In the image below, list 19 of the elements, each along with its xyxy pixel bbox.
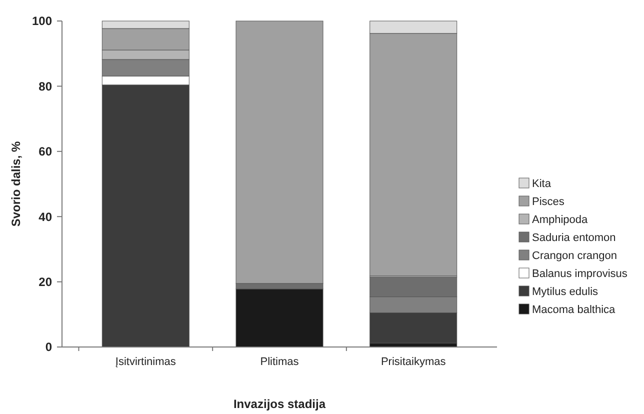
x-axis-title: Invazijos stadija [233,397,326,411]
x-tick-label: Prisitaikymas [380,356,446,368]
x-tick-label: Įsitvirtinimas [115,356,176,368]
y-tick-label: 20 [38,275,52,289]
x-tick-label: Plitimas [260,356,300,368]
legend-label: Macoma balthica [532,304,616,316]
y-axis-title: Svorio dalis, % [9,140,23,227]
legend-label: Pisces [532,196,565,208]
y-tick-label: 80 [38,79,52,94]
legend-label: Kita [532,178,552,190]
legend-label: Mytilus edulis [532,286,599,298]
y-tick-label: 0 [45,340,52,354]
y-tick-label: 40 [38,210,52,224]
y-tick-label: 100 [32,14,52,28]
legend-label: Saduria entomon [532,232,616,244]
legend-label: Balanus improvisus [532,268,628,280]
legend-label: Amphipoda [532,214,589,226]
legend-label: Crangon crangon [532,250,618,262]
y-tick-label: 60 [38,144,52,159]
